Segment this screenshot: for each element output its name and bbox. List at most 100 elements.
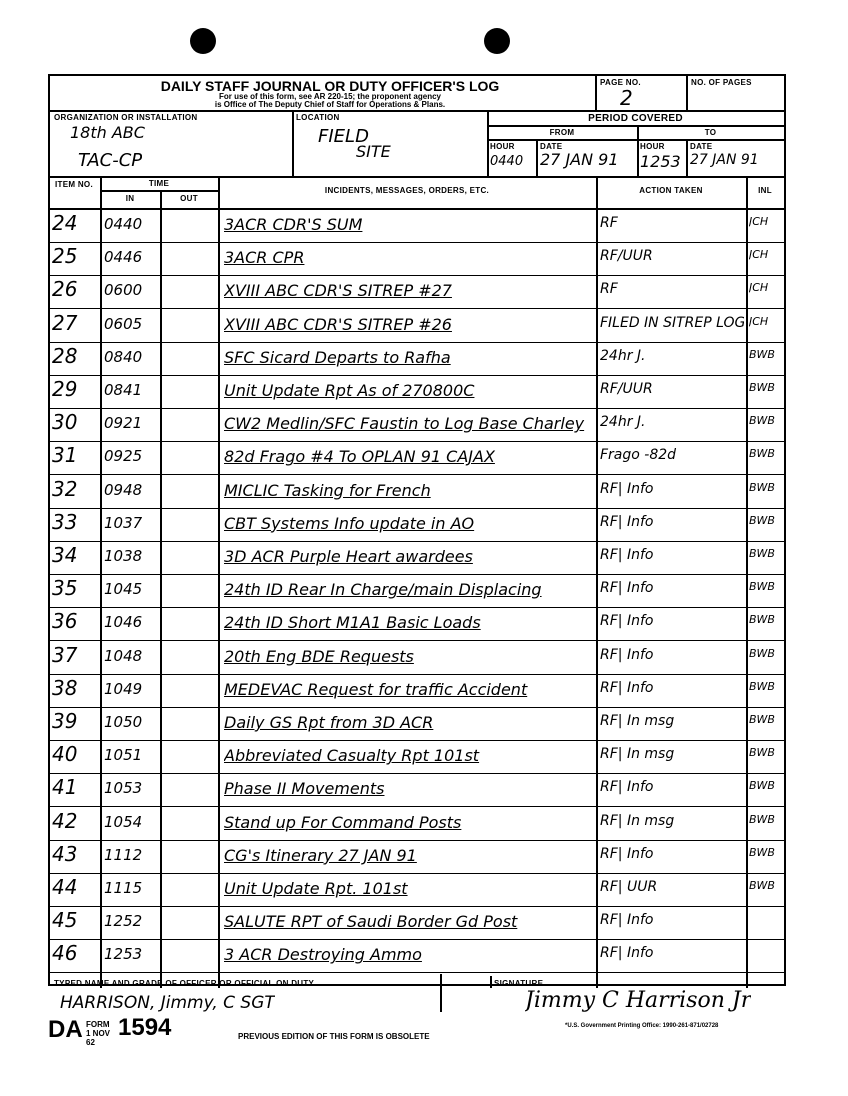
initials: JCH — [749, 248, 769, 262]
title-text: DAILY STAFF JOURNAL OR DUTY OFFICER'S LO… — [160, 78, 500, 94]
initials: JCH — [749, 215, 769, 228]
time-in: 1115 — [104, 879, 143, 897]
initials: BWB — [749, 812, 775, 826]
item-no: 25 — [52, 244, 78, 269]
table-row: 39 1050 Daily GS Rpt from 3D ACR RF| In msg… — [50, 707, 784, 741]
initials: BWB — [749, 845, 775, 859]
to-label: TO — [704, 128, 717, 137]
from-date: 27 JAN 91 — [540, 150, 619, 169]
time-in: 1037 — [104, 513, 143, 532]
item-no: 26 — [52, 277, 78, 302]
subtitle: is Office of The Deputy Chief of Staff f… — [214, 100, 446, 109]
table-row: 32 0948 MICLIC Tasking for French RF| Info B… — [50, 475, 784, 509]
action-taken: RF| Info — [600, 480, 654, 497]
item-no: 30 — [52, 410, 78, 435]
item-no: 45 — [52, 908, 78, 933]
initials: BWB — [749, 746, 775, 760]
incident-text: CG's Itinerary 27 JAN 91 — [224, 845, 417, 865]
form-title: DAILY STAFF JOURNAL OR DUTY OFFICER'S LO… — [160, 79, 500, 109]
from-hour: 0440 — [490, 154, 524, 169]
org-label: ORGANIZATION OR INSTALLATION — [54, 113, 198, 122]
printing-office: *U.S. Government Printing Office: 1990-2… — [565, 1023, 719, 1029]
initials: BWB — [749, 447, 775, 461]
time-in: 1051 — [104, 746, 143, 765]
incident-text: CBT Systems Info update in AO — [224, 513, 475, 533]
time-in: 0446 — [104, 248, 143, 267]
initials: BWB — [749, 414, 775, 428]
incident-text: CW2 Medlin/SFC Faustin to Log Base Charl… — [224, 414, 585, 434]
table-row: 43 1112 CG's Itinerary 27 JAN 91 RF| Info BW… — [50, 840, 784, 874]
org-line2: TAC-CP — [78, 150, 143, 171]
action-taken: RF| Info — [600, 613, 654, 630]
punch-hole — [484, 28, 510, 54]
incident-text: Daily GS Rpt from 3D ACR — [224, 713, 434, 732]
initials: BWB — [749, 547, 775, 560]
incident-text: 3ACR CPR — [224, 248, 305, 268]
action-taken: RF| Info — [600, 547, 654, 563]
initials: BWB — [749, 613, 775, 627]
action-taken: 24hr J. — [600, 414, 646, 431]
action-taken: RF| Info — [600, 513, 654, 530]
item-no: 34 — [52, 543, 78, 567]
item-no: 35 — [52, 576, 78, 601]
time-in: 1253 — [104, 945, 143, 964]
time-in: 1050 — [104, 713, 143, 731]
incident-text: 3D ACR Purple Heart awardees — [224, 547, 473, 566]
item-no: 28 — [52, 343, 78, 368]
table-row: 38 1049 MEDEVAC Request for traffic Accide… — [50, 674, 784, 708]
to-date: 27 JAN 91 — [690, 152, 759, 168]
form-word: FORM 1 NOV 62 — [86, 1020, 116, 1047]
incident-text: Abbreviated Casualty Rpt 101st — [224, 746, 480, 766]
initials: BWB — [749, 347, 775, 361]
incident-text: Phase II Movements — [224, 779, 385, 799]
form-id: DA — [48, 1016, 83, 1043]
initials: JCH — [749, 314, 769, 328]
time-in: 0840 — [104, 347, 143, 366]
time-in: 1048 — [104, 646, 143, 665]
location-label: LOCATION — [296, 113, 340, 122]
table-row: 44 1115 Unit Update Rpt. 101st RF| UUR BWB — [50, 873, 784, 907]
item-no: 31 — [52, 443, 78, 468]
item-no: 29 — [52, 377, 78, 401]
incident-text: Unit Update Rpt As of 270800C — [224, 381, 475, 400]
item-no: 24 — [52, 211, 78, 235]
action-taken: RF| Info — [600, 945, 654, 962]
period-label: PERIOD COVERED — [588, 113, 683, 124]
from-date-label: DATE — [540, 142, 563, 151]
time-in: 0600 — [104, 281, 143, 300]
initials: JCH — [749, 281, 769, 295]
location-line1: FIELD — [318, 126, 369, 147]
table-row: 24 0440 3ACR CDR'S SUM RF JCH — [50, 209, 784, 243]
from-hour-label: HOUR — [490, 142, 515, 151]
time-in: 1252 — [104, 912, 143, 931]
action-taken: Frago -82d — [600, 447, 677, 464]
action-taken: RF| Info — [600, 845, 654, 862]
table-row: 35 1045 24th ID Rear In Charge/main Displa… — [50, 574, 784, 609]
initials: BWB — [749, 779, 775, 793]
incident-text: MICLIC Tasking for French — [224, 480, 431, 500]
incident-text: SALUTE RPT of Saudi Border Gd Post — [224, 912, 518, 932]
incident-text: 82d Frago #4 To OPLAN 91 CAJAX — [224, 447, 495, 467]
time-in: 0925 — [104, 447, 143, 466]
item-no: 43 — [52, 841, 78, 866]
table-row: 42 1054 Stand up For Command Posts RF| In m… — [50, 807, 784, 841]
incident-text: Unit Update Rpt. 101st — [224, 879, 408, 898]
incident-text: SFC Sicard Departs to Rafha — [224, 347, 451, 367]
action-taken: RF| In msg — [600, 713, 675, 729]
obsolete-notice: PREVIOUS EDITION OF THIS FORM IS OBSOLET… — [238, 1032, 430, 1041]
initials: BWB — [749, 713, 775, 726]
incident-text: Stand up For Command Posts — [224, 812, 462, 832]
item-no: 36 — [52, 609, 78, 634]
item-no: 33 — [52, 509, 78, 534]
table-row: 29 0841 Unit Update Rpt As of 270800C RF/UU… — [50, 375, 784, 409]
item-no: 38 — [52, 675, 78, 700]
action-taken: RF/UUR — [600, 381, 653, 397]
action-taken: RF — [600, 215, 618, 231]
col-out: OUT — [180, 194, 198, 203]
table-row: 27 0605 XVIII ABC CDR'S SITREP #26 FILED IN… — [50, 309, 784, 343]
initials: BWB — [749, 646, 775, 660]
incident-text: 3 ACR Destroying Ammo — [224, 945, 422, 965]
action-taken: RF| Info — [600, 646, 654, 663]
signature: Jimmy C Harrison Jr — [525, 988, 752, 1013]
time-in: 1046 — [104, 613, 143, 632]
